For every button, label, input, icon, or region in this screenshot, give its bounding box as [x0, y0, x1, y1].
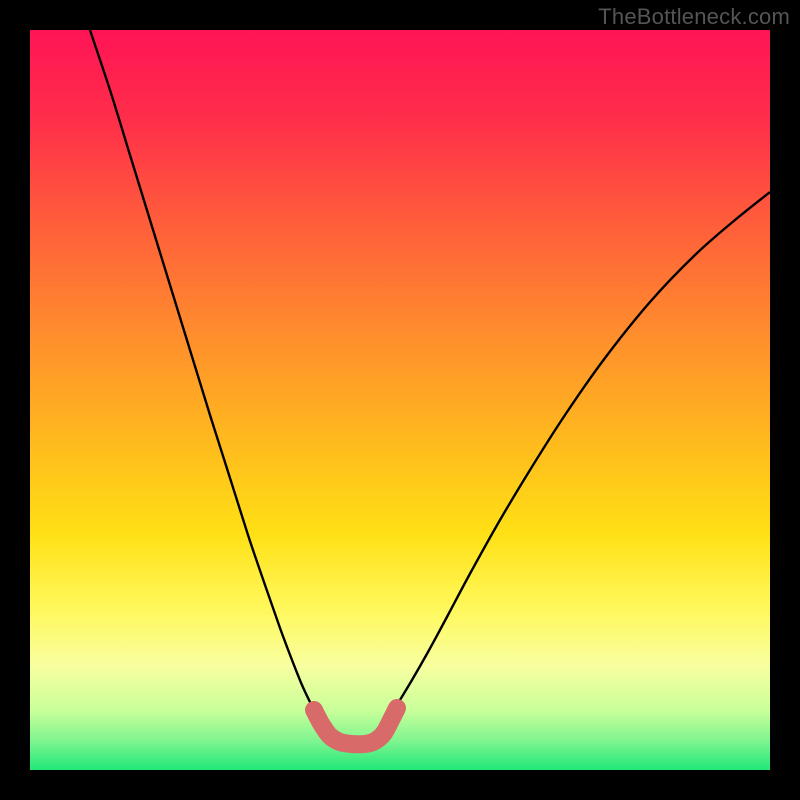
chart-plot-area: [30, 30, 770, 770]
bottleneck-curve-chart: [30, 30, 770, 770]
chart-background-gradient: [30, 30, 770, 770]
watermark-text: TheBottleneck.com: [598, 4, 790, 30]
